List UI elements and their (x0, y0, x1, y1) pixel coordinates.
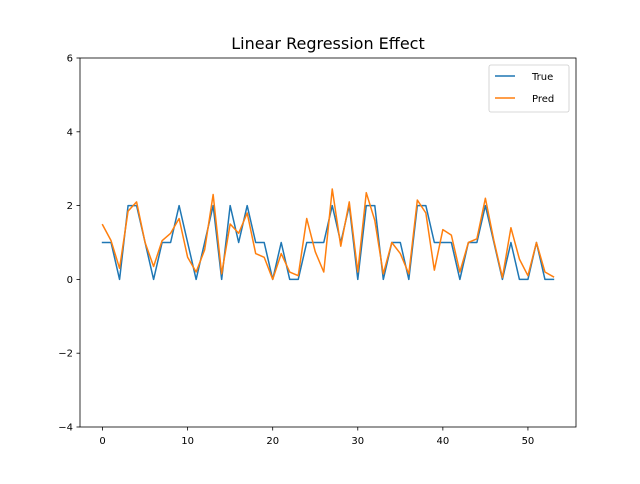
x-tick-label: 0 (99, 436, 105, 447)
x-tick-label: 50 (522, 436, 535, 447)
legend-box (488, 64, 570, 113)
chart-title: Linear Regression Effect (231, 34, 424, 53)
series-line-pred (101, 188, 555, 281)
legend-label-pred: Pred (532, 94, 554, 105)
x-tick-label: 10 (181, 436, 194, 447)
x-tick-label: 30 (351, 436, 364, 447)
axes: 0 10 20 30 40 50 −4 −2 0 2 4 6 (58, 54, 577, 447)
y-tick-label: −4 (58, 423, 73, 434)
axes-frame (79, 57, 577, 428)
legend: True Pred (488, 64, 570, 113)
y-tick-label: 2 (67, 201, 73, 212)
x-tick-label: 40 (436, 436, 449, 447)
y-tick-label: 0 (67, 275, 73, 286)
y-tick-label: −2 (58, 349, 73, 360)
y-tick-label: 4 (67, 127, 73, 138)
legend-label-true: True (531, 72, 553, 83)
plot-area (101, 188, 555, 281)
y-tick-label: 6 (67, 54, 73, 65)
x-tick-label: 20 (266, 436, 279, 447)
